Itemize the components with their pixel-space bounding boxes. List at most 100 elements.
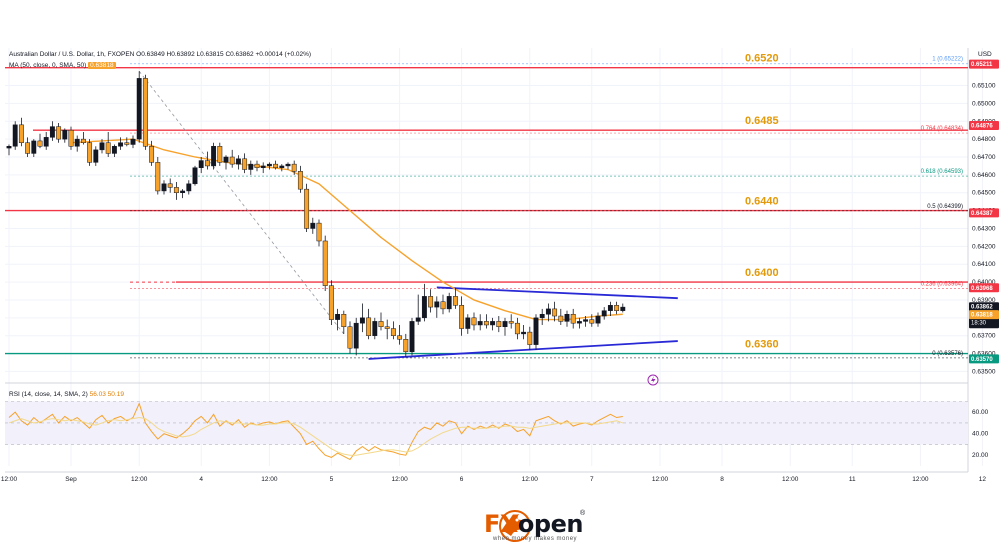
candle-bullish	[595, 312, 601, 327]
candle-bearish	[428, 289, 434, 313]
candle-body	[490, 321, 496, 326]
price-tag-bg	[969, 310, 999, 320]
candle-bullish	[521, 324, 527, 340]
price-tick-label: 0.65100	[972, 83, 996, 90]
candle-bullish	[409, 317, 415, 356]
candle-bearish	[403, 333, 409, 358]
price-tags: 0.652110.648760.643870.639680.63862-1.33…	[647, 59, 999, 386]
price-tick-label: 0.64000	[972, 279, 996, 286]
candle-bearish	[471, 312, 477, 331]
candle-bullish	[260, 162, 266, 174]
symbol-header: Australian Dollar / U.S. Dollar, 1h, FXO…	[9, 51, 311, 58]
candle-body	[589, 319, 595, 324]
candle-bullish	[186, 180, 192, 195]
candle-bullish	[6, 144, 12, 156]
price-tick-label: 0.64700	[972, 154, 996, 161]
time-tick-label: 6	[460, 476, 464, 483]
price-tag-label: 0.65211	[971, 62, 993, 68]
candle-bearish	[254, 160, 260, 172]
candle-bearish	[328, 280, 334, 325]
price-tag-bg	[969, 59, 999, 69]
candle-body	[118, 142, 124, 147]
candle-bearish	[18, 117, 24, 147]
candle-body	[266, 163, 272, 167]
rsi-header: RSI (14, close, 14, SMA, 2) 56.03 50.19	[9, 391, 124, 398]
candle-body	[37, 140, 43, 147]
candle-body	[471, 317, 477, 326]
candle-bearish	[440, 294, 446, 315]
candle-bullish	[161, 180, 167, 195]
candle-bearish	[614, 301, 620, 315]
time-axis[interactable]: 12:00 Sep 12:00 4 12:00 5 12:00 6 12:00 7 12:00 8 12…	[1, 476, 1000, 483]
candle-body	[440, 301, 446, 310]
candle-body	[322, 240, 328, 286]
rsi-value: 56.03	[89, 391, 106, 398]
candle-body	[304, 188, 310, 229]
candle-body	[12, 124, 18, 147]
candle-body	[62, 129, 68, 140]
candle-bearish	[483, 314, 489, 329]
candle-bearish	[341, 310, 347, 334]
time-tick-label: 12:00	[782, 476, 799, 483]
triangle-lower-line	[368, 340, 678, 360]
candle-body	[198, 160, 204, 168]
candle-bearish	[56, 123, 62, 143]
time-tick-label: 5	[330, 476, 334, 483]
candle-bullish	[136, 71, 142, 143]
candle-bullish	[446, 292, 452, 313]
candle-bullish	[502, 317, 508, 336]
candle-body	[452, 296, 458, 306]
candle-body	[217, 146, 223, 163]
candle-bearish	[25, 137, 31, 157]
candle-body	[545, 308, 551, 315]
candle-body	[68, 129, 74, 147]
time-tick-label: 8	[720, 476, 724, 483]
triangle-upper-line	[436, 286, 678, 300]
candle-bearish	[390, 321, 396, 340]
candle-bearish	[37, 133, 43, 149]
candle-body	[552, 308, 558, 317]
candle-body	[25, 142, 31, 154]
price-tag-label: 0.63818	[971, 313, 993, 319]
candle-bearish	[366, 308, 372, 340]
level-label: 0.6400	[745, 267, 779, 279]
candle-body	[564, 313, 570, 322]
candle-body	[359, 317, 365, 324]
candles	[6, 71, 626, 358]
candle-body	[415, 317, 421, 322]
candle-bearish	[378, 312, 384, 331]
time-tick-label: Sep	[65, 476, 77, 483]
candle-bullish	[576, 317, 582, 329]
candle-bearish	[229, 149, 235, 168]
candle-bullish	[353, 317, 359, 356]
price-tick-label: 0.63500	[972, 368, 996, 375]
rsi-ma-value: 50.19	[107, 391, 124, 398]
event-bolt	[651, 376, 656, 384]
candle-bearish	[68, 126, 74, 150]
candle-bullish	[539, 308, 545, 325]
fib-label: 1 (0.65222)	[932, 57, 963, 63]
candle-bullish	[211, 142, 217, 170]
candle-body	[558, 315, 564, 322]
candle-body	[310, 222, 316, 229]
price-tag-bg	[969, 121, 999, 131]
price-tag-label: 0.63862	[971, 305, 993, 311]
candle-body	[136, 78, 142, 140]
fib-label: 0.618 (0.64593)	[921, 169, 963, 175]
candle-body	[384, 326, 390, 329]
candle-body	[235, 158, 241, 165]
candle-body	[595, 315, 601, 324]
ma-label: MA (50, close, 0, SMA, 50)	[9, 62, 87, 69]
fib-diagonal	[138, 70, 345, 335]
candle-body	[403, 339, 409, 353]
candle-bullish	[180, 189, 186, 199]
candle-bullish	[359, 303, 365, 333]
candle-bullish	[130, 135, 136, 149]
candle-bearish	[558, 308, 564, 325]
price-tick-label: 0.65000	[972, 100, 996, 107]
candle-body	[316, 222, 322, 242]
candle-bullish	[223, 155, 229, 170]
price-tick-label: 0.64300	[972, 225, 996, 232]
candle-body	[99, 142, 105, 151]
